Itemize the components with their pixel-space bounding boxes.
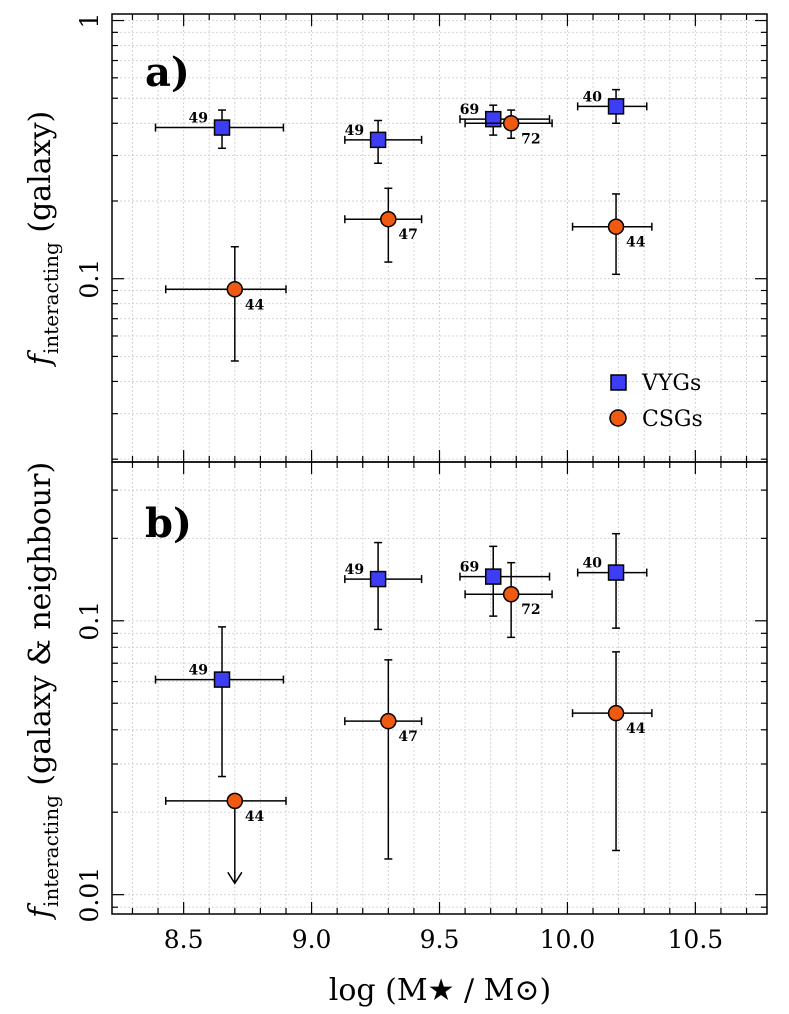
point-a-csg-3: [607, 218, 625, 235]
point-a-vyg-2: [484, 110, 502, 128]
count-label-b-csg-1: 47: [398, 729, 417, 745]
x-axis-title: log (M★ / M⊙): [329, 973, 551, 1008]
xtick-label-9p5: 9.5: [420, 925, 460, 954]
count-label-b-vyg-2: 69: [460, 560, 479, 576]
xtick-label-9p0: 9.0: [292, 925, 332, 954]
legend-csg-label: CSGs: [642, 407, 703, 432]
panel-a-ylabel-rest: (galaxy): [23, 111, 58, 242]
point-a-vyg-0: [213, 119, 231, 136]
point-b-vyg-2: [484, 568, 502, 585]
legend: VYGs CSGs: [609, 371, 703, 432]
panel-b-letter: b): [145, 500, 192, 547]
point-b-csg-2: [502, 585, 520, 603]
panel-a-ytick-label-1: 1: [75, 13, 104, 29]
upper-limit-arrow-b-csg-0: [227, 871, 243, 885]
panel-a-markers: 49 49 69 40 44 47 72 44: [154, 88, 653, 362]
point-b-csg-3: [607, 704, 625, 722]
legend-vyg-label: VYGs: [641, 371, 701, 396]
panel-b-markers: 49 49 69 40 44 47 72 44: [154, 532, 653, 885]
panel-a: 49 49 69 40 44 47 72 44 a) 1 0.1 VYGs CSGs fint…: [23, 13, 767, 462]
panel-b-ylabel-rest: (galaxy & neighbour): [23, 462, 58, 795]
panel-a-ytick-labels: 1 0.1: [75, 13, 104, 299]
panel-a-gridlines: [112, 14, 767, 462]
count-label-b-vyg-0: 49: [189, 663, 208, 679]
count-label-a-csg-3: 44: [626, 235, 646, 251]
point-b-vyg-0: [213, 671, 231, 688]
count-label-b-vyg-3: 40: [583, 556, 603, 572]
point-a-csg-2: [502, 115, 520, 132]
point-a-csg-1: [380, 210, 397, 228]
panel-b: 49 49 69 40 44 47 72 44 b) 0.1 0.01 8.5 9.0 9.5…: [23, 462, 767, 1008]
point-a-vyg-3: [607, 98, 625, 115]
count-label-a-vyg-3: 40: [583, 89, 603, 105]
point-a-csg-0: [226, 281, 244, 298]
panel-b-ytick-label-0p01: 0.01: [75, 867, 104, 923]
count-label-a-vyg-0: 49: [189, 111, 208, 127]
x-tick-labels: 8.5 9.0 9.5 10.0 10.5: [164, 925, 723, 954]
count-label-b-csg-2: 72: [521, 602, 540, 618]
count-label-b-csg-0: 44: [245, 809, 265, 825]
panel-b-gridlines: [112, 462, 767, 914]
point-b-vyg-1: [369, 570, 387, 588]
point-b-csg-1: [380, 712, 397, 730]
panel-b-ylabel-sub: interacting: [39, 795, 63, 907]
xtick-label-10p0: 10.0: [540, 925, 596, 954]
legend-vyg-marker: [610, 374, 627, 391]
count-label-b-vyg-1: 49: [345, 562, 364, 578]
panel-b-ytick-labels: 0.1 0.01: [75, 601, 104, 923]
count-label-a-csg-2: 72: [521, 131, 540, 147]
panel-a-ticks: [112, 14, 767, 462]
point-a-vyg-1: [369, 131, 387, 149]
count-label-a-vyg-2: 69: [460, 102, 479, 118]
panel-b-ytick-label-0p1: 0.1: [75, 601, 104, 641]
panel-b-ylabel: finteracting (galaxy & neighbour): [23, 462, 63, 920]
panel-a-letter: a): [145, 49, 190, 96]
count-label-a-csg-1: 47: [398, 227, 417, 243]
point-b-vyg-3: [607, 564, 625, 581]
panel-b-ticks: [112, 462, 767, 914]
panel-a-ylabel-sub: interacting: [39, 242, 63, 354]
panel-a-ytick-label-0p1: 0.1: [75, 259, 104, 299]
point-b-csg-0: [226, 792, 244, 810]
panel-b-frame: [111, 461, 768, 915]
count-label-b-csg-3: 44: [626, 721, 646, 737]
count-label-a-csg-0: 44: [245, 297, 265, 313]
count-label-a-vyg-1: 49: [345, 123, 364, 139]
panel-a-ylabel: finteracting (galaxy): [23, 111, 63, 367]
legend-csg-marker: [609, 409, 627, 427]
xtick-label-10p5: 10.5: [668, 925, 724, 954]
xtick-label-8p5: 8.5: [164, 925, 204, 954]
